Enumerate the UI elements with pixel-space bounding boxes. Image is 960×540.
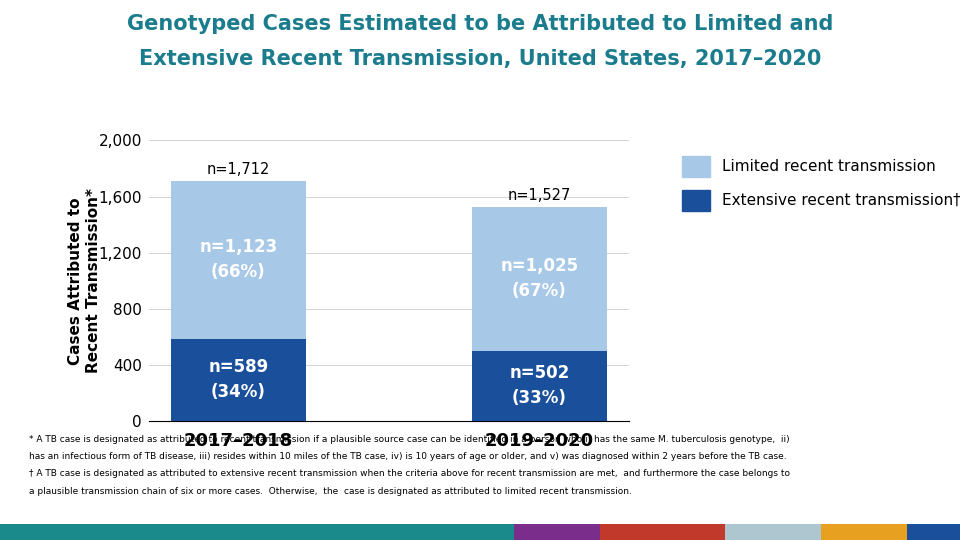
Text: Genotyped Cases Estimated to be Attributed to Limited and: Genotyped Cases Estimated to be Attribut… <box>127 14 833 33</box>
Bar <box>725 524 821 540</box>
Bar <box>0 524 514 540</box>
Text: n=1,712: n=1,712 <box>206 163 270 177</box>
Text: has an infectious form of TB disease, iii) resides within 10 miles of the TB cas: has an infectious form of TB disease, ii… <box>29 452 786 461</box>
Text: n=589
(34%): n=589 (34%) <box>208 359 269 401</box>
Bar <box>514 524 600 540</box>
Text: n=1,123
(66%): n=1,123 (66%) <box>200 238 277 281</box>
Bar <box>471 350 607 421</box>
Text: n=502
(33%): n=502 (33%) <box>509 364 569 408</box>
Text: a plausible transmission chain of six or more cases.  Otherwise,  the  case is d: a plausible transmission chain of six or… <box>29 487 632 496</box>
Bar <box>600 524 725 540</box>
Bar <box>471 207 607 350</box>
Bar <box>171 339 306 421</box>
Bar <box>821 524 907 540</box>
Text: n=1,025
(67%): n=1,025 (67%) <box>500 257 578 300</box>
Y-axis label: Cases Attributed to
Recent Transmission*: Cases Attributed to Recent Transmission* <box>68 188 101 373</box>
Text: n=1,527: n=1,527 <box>508 188 571 203</box>
Text: * A TB case is designated as attributed to recent transmission if a plausible so: * A TB case is designated as attributed … <box>29 435 789 444</box>
Legend: Limited recent transmission, Extensive recent transmission†: Limited recent transmission, Extensive r… <box>675 148 960 219</box>
Text: Extensive Recent Transmission, United States, 2017–2020: Extensive Recent Transmission, United St… <box>139 49 821 69</box>
Text: † A TB case is designated as attributed to extensive recent transmission when th: † A TB case is designated as attributed … <box>29 469 790 478</box>
Bar <box>907 524 960 540</box>
Bar <box>171 181 306 339</box>
